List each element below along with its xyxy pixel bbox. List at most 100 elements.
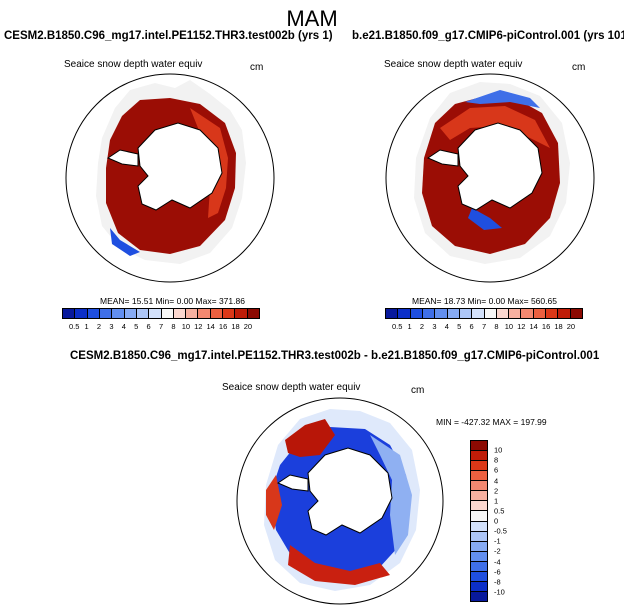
right-colorbar-swatch [533, 309, 547, 318]
right-colorbar-swatch [398, 309, 411, 318]
diff-ice-positive-south [288, 545, 390, 585]
diff-variable-label: Seaice snow depth water equiv [222, 382, 361, 393]
right-colorbar-swatch [410, 309, 423, 318]
right-colorbar-label: 4 [444, 322, 449, 331]
right-colorbar-swatch [422, 309, 436, 318]
diff-colorbar-swatch [471, 521, 487, 532]
right-colorbar-label: 8 [494, 322, 499, 331]
left-max-value: 371.86 [218, 296, 245, 306]
right-colorbar-swatch [459, 309, 473, 318]
right-stats: MEAN= 18.73 Min= 0.00 Max= 560.65 [412, 296, 557, 306]
left-mean-label: MEAN= [100, 296, 130, 306]
diff-polar-map [236, 397, 444, 605]
diff-colorbar-swatch [471, 451, 487, 462]
right-peninsula [426, 149, 459, 167]
right-colorbar-label: 5 [457, 322, 462, 331]
left-polar-map [65, 73, 275, 283]
right-colorbar-swatch [496, 309, 510, 318]
diff-colorbar-label: 4 [494, 476, 499, 485]
diff-colorbar-swatch [471, 561, 487, 572]
right-colorbar-swatch [558, 309, 571, 318]
left-panel-title: CESM2.B1850.C96_mg17.intel.PE1152.THR3.t… [4, 30, 333, 42]
diff-min-value: -427.32 [461, 417, 491, 427]
diff-colorbar-swatch [471, 581, 487, 592]
diff-colorbar-swatch [471, 531, 487, 542]
diff-colorbar-label: 10 [494, 445, 503, 455]
diff-peninsula [276, 474, 309, 492]
left-colorbar-label: 6 [146, 322, 151, 331]
diff-colorbar-label: -2 [494, 546, 501, 556]
right-colorbar-label: 20 [566, 322, 576, 331]
right-colorbar-label: 12 [517, 322, 526, 331]
diff-colorbar-label: 1 [494, 496, 499, 506]
left-colorbar-label: 8 [171, 322, 176, 331]
left-colorbar-swatch [223, 309, 236, 318]
diff-colorbar-swatch [471, 541, 487, 552]
diff-colorbar-swatch [471, 571, 487, 582]
left-colorbar-swatch [124, 309, 137, 318]
left-colorbar-label: 14 [206, 322, 215, 331]
diff-colorbar-label: 6 [494, 465, 499, 475]
left-colorbar-swatch [186, 309, 199, 318]
left-colorbar-swatch [99, 309, 113, 318]
left-colorbar-label: 16 [218, 322, 228, 331]
diff-colorbar-label: 0.5 [494, 506, 505, 516]
diff-colorbar-swatch [471, 591, 487, 601]
right-colorbar [385, 308, 583, 319]
right-colorbar-label: 1 [407, 322, 412, 331]
diff-colorbar-swatch [471, 441, 487, 452]
left-min-value: 0.00 [176, 296, 194, 306]
diff-colorbar-label: -10 [494, 587, 505, 597]
diff-panel-title: CESM2.B1850.C96_mg17.intel.PE1152.THR3.t… [70, 350, 600, 362]
right-colorbar-swatch [570, 309, 582, 318]
right-colorbar-swatch [472, 309, 485, 318]
left-colorbar-label: 20 [243, 322, 253, 331]
left-colorbar-labels: 0.5 1 2 3 4 5 6 7 8 10 12 14 16 18 20 [68, 322, 254, 331]
right-max-label: Max= [507, 296, 529, 306]
diff-colorbar-label: -4 [494, 557, 501, 566]
left-colorbar-swatch [173, 309, 187, 318]
left-colorbar-label: 18 [231, 322, 240, 331]
left-variable-label: Seaice snow depth water equiv [64, 59, 203, 70]
right-min-label: Min= [467, 296, 487, 306]
right-colorbar-swatch [521, 309, 534, 318]
right-colorbar-swatch [386, 309, 399, 318]
left-min-label: Min= [155, 296, 175, 306]
diff-colorbar-label: -0.5 [494, 526, 507, 536]
diff-colorbar-label: -6 [494, 567, 501, 577]
left-colorbar-swatch [247, 309, 259, 318]
diff-colorbar-label: 0 [494, 516, 499, 526]
right-variable-label: Seaice snow depth water equiv [384, 59, 523, 70]
diff-colorbar-label: 2 [494, 486, 499, 496]
right-ice-edge-blue [465, 90, 540, 108]
right-colorbar-label: 6 [469, 322, 474, 331]
left-colorbar-label: 0.5 [68, 322, 80, 331]
left-colorbar-label: 10 [181, 322, 191, 331]
left-colorbar-swatch [75, 309, 88, 318]
right-colorbar-label: 14 [529, 322, 538, 331]
right-colorbar-label: 2 [419, 322, 425, 331]
right-colorbar-swatch [546, 309, 559, 318]
diff-colorbar-swatch [471, 501, 487, 512]
left-colorbar-swatch [63, 309, 76, 318]
right-continent [457, 122, 543, 211]
right-colorbar-label: 3 [432, 322, 437, 331]
left-colorbar-label: 2 [96, 322, 102, 331]
right-polar-map [385, 73, 595, 283]
right-colorbar-swatch [435, 309, 448, 318]
diff-stats: MIN = -427.32 MAX = 197.99 [436, 417, 547, 427]
diff-colorbar-label: 8 [494, 455, 499, 465]
left-units-label: cm [250, 62, 264, 73]
diff-max-label: MAX = [492, 417, 519, 427]
left-ice-edge-blue [110, 228, 140, 256]
left-peninsula [106, 149, 139, 167]
left-colorbar-label: 4 [121, 322, 126, 331]
diff-max-value: 197.99 [520, 417, 547, 427]
left-stats: MEAN= 15.51 Min= 0.00 Max= 371.86 [100, 296, 245, 306]
left-colorbar-label: 7 [158, 322, 164, 331]
diff-ice-positive-west [266, 475, 282, 530]
right-min-value: 0.00 [488, 296, 506, 306]
right-panel-title: b.e21.B1850.f09_g17.CMIP6-piControl.001 … [352, 30, 624, 42]
left-colorbar-swatch [198, 309, 211, 318]
left-colorbar-swatch [112, 309, 125, 318]
